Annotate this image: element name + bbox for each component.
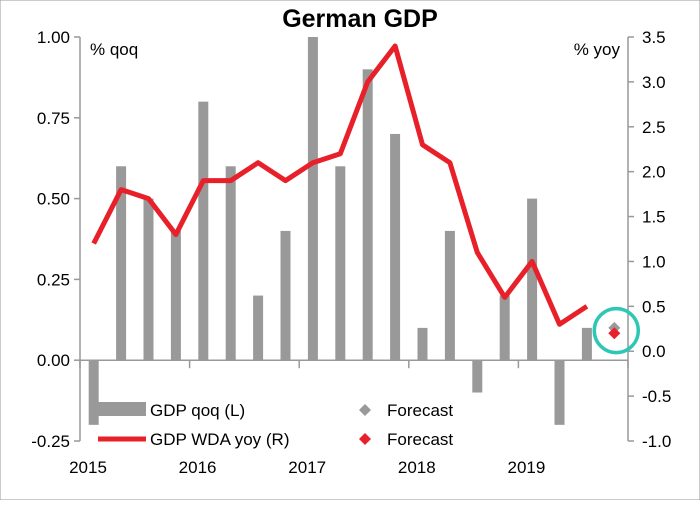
legend-label-yoy: GDP WDA yoy (R) bbox=[150, 430, 289, 449]
x-tick-label: 2016 bbox=[179, 458, 217, 477]
right-tick-label: -1.0 bbox=[642, 432, 671, 451]
left-tick-label: 0.50 bbox=[37, 190, 70, 209]
legend-label-forecast-yoy: Forecast bbox=[387, 430, 453, 449]
right-tick-label: 1.0 bbox=[642, 252, 666, 271]
bar-2018Q2 bbox=[444, 230, 455, 361]
right-tick-label: 2.0 bbox=[642, 163, 666, 182]
legend-label-forecast-qoq: Forecast bbox=[387, 401, 453, 420]
chart-title: German GDP bbox=[282, 5, 438, 33]
right-tick-label: -0.5 bbox=[642, 387, 671, 406]
bar-2019Q2 bbox=[554, 360, 565, 425]
bar-2019Q1 bbox=[527, 198, 538, 361]
plot-area: 1.00 0.75 0.50 0.25 0.00 -0.25 3.5 3.0 2.5 2.0 1.5… bbox=[31, 28, 671, 477]
bar-2015Q1 bbox=[88, 360, 99, 425]
legend-swatch-qoq bbox=[98, 402, 146, 416]
bar-2017Q4 bbox=[390, 133, 401, 361]
bar-2016Q4 bbox=[280, 230, 291, 361]
left-tick-label: 1.00 bbox=[37, 28, 70, 47]
right-tick-label: 3.5 bbox=[642, 28, 666, 47]
bar-2016Q2 bbox=[225, 166, 236, 361]
left-tick-label: 0.25 bbox=[37, 270, 70, 289]
bar-2015Q2 bbox=[116, 166, 127, 361]
left-tick-label: 0.75 bbox=[37, 109, 70, 128]
x-tick-label: 2017 bbox=[288, 458, 326, 477]
bar-2015Q4 bbox=[170, 230, 181, 361]
left-tick-label: 0.00 bbox=[37, 351, 70, 370]
bar-2016Q3 bbox=[253, 295, 264, 361]
bar-2017Q3 bbox=[362, 69, 373, 361]
bar-2019Q3 bbox=[581, 327, 592, 361]
right-tick-label: 0.5 bbox=[642, 297, 666, 316]
bar-2018Q3 bbox=[472, 360, 483, 393]
forecast-highlight-circle bbox=[592, 306, 641, 355]
legend-swatch-forecast-qoq bbox=[359, 404, 371, 416]
right-axis-unit: % yoy bbox=[574, 40, 621, 59]
x-tick-label: 2019 bbox=[507, 458, 545, 477]
legend-swatch-forecast-yoy bbox=[359, 433, 371, 445]
x-tick-label: 2018 bbox=[398, 458, 436, 477]
legend-label-qoq: GDP qoq (L) bbox=[150, 401, 245, 420]
bar-2016Q1 bbox=[198, 101, 209, 361]
right-tick-label: 3.0 bbox=[642, 73, 666, 92]
right-tick-label: 0.0 bbox=[642, 342, 666, 361]
bar-2017Q2 bbox=[335, 166, 346, 361]
left-axis-unit: % qoq bbox=[90, 40, 138, 59]
forecast-point-yoy bbox=[608, 327, 621, 340]
bar-2015Q3 bbox=[143, 198, 154, 361]
bar-2018Q4 bbox=[499, 295, 510, 361]
right-tick-label: 1.5 bbox=[642, 208, 666, 227]
right-tick-label: 2.5 bbox=[642, 118, 666, 137]
x-tick-label: 2015 bbox=[69, 458, 107, 477]
series-line-gdp-wda-yoy bbox=[91, 43, 589, 327]
bar-2017Q1 bbox=[307, 37, 318, 361]
left-tick-label: -0.25 bbox=[31, 432, 70, 451]
bar-2018Q1 bbox=[417, 327, 428, 361]
